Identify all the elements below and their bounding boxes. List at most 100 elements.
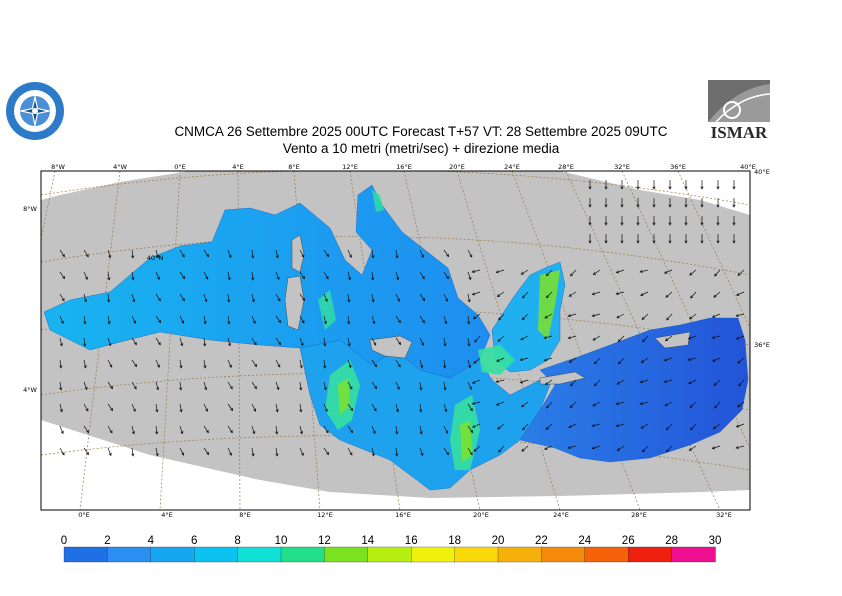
wind-arrow: [155, 293, 161, 302]
wind-arrow: [467, 381, 472, 390]
wind-arrow: [588, 234, 592, 244]
wind-arrow: [107, 271, 111, 281]
wind-arrow: [419, 293, 426, 302]
wind-arrow: [591, 445, 601, 450]
latitude-labels-left: 8°W 40°N 4°W: [23, 205, 163, 394]
colorbar-tick-label: 18: [448, 535, 461, 547]
wind-arrow: [155, 359, 160, 368]
wind-arrow: [668, 234, 672, 244]
wind-arrow: [371, 315, 376, 325]
wind-arrow: [275, 425, 279, 435]
wind-arrow: [131, 425, 135, 435]
wind-arrow: [620, 234, 624, 244]
wind-arrow: [323, 381, 327, 391]
wind-arrow: [620, 180, 624, 190]
colorbar-tick-label: 4: [148, 535, 155, 547]
wind-arrow: [544, 445, 553, 450]
wind-arrow: [179, 337, 184, 347]
wind-arrow: [59, 271, 66, 280]
longitude-label-top: 40°E: [740, 163, 756, 171]
wind-arrow: [668, 198, 672, 208]
wind-arrow: [419, 271, 425, 280]
page-title-line-2: Vento a 10 metri (metri/sec) + direzione…: [282, 141, 560, 156]
wind-arrow: [299, 425, 303, 435]
latitude-label-left: 8°W: [23, 205, 37, 213]
wind-arrow: [419, 315, 425, 324]
wind-arrow: [227, 403, 234, 412]
wind-arrow: [347, 315, 351, 325]
wind-arrow: [684, 216, 688, 226]
wind-arrow: [467, 271, 472, 281]
wind-arrow: [498, 313, 505, 321]
colorbar-tick-label: 22: [535, 535, 548, 547]
wind-arrow: [640, 423, 649, 429]
wind-arrow: [323, 271, 329, 280]
wind-arrow: [83, 337, 87, 347]
wind-arrow: [419, 359, 424, 369]
wind-arrow: [668, 216, 672, 226]
longitude-label-bottom: 28°E: [631, 511, 647, 519]
wind-arrow: [689, 401, 697, 409]
wind-arrow: [521, 313, 529, 321]
wind-arrow: [227, 359, 232, 368]
wind-arrow: [474, 335, 481, 343]
wind-arrow: [713, 291, 721, 298]
wind-arrow: [83, 249, 89, 258]
wind-arrow: [107, 249, 112, 259]
longitude-label-top: 8°W: [51, 163, 65, 171]
wind-arrow: [497, 335, 505, 342]
longitude-label-top: 12°E: [342, 163, 358, 171]
wind-arrow: [641, 313, 649, 320]
wind-arrow: [663, 357, 673, 362]
wind-arrow: [522, 423, 529, 431]
wind-arrow: [227, 249, 232, 259]
wind-arrow: [323, 403, 328, 413]
wind-arrow: [203, 293, 208, 303]
wind-arrow: [735, 445, 745, 449]
wind-arrow: [495, 379, 505, 383]
wind-arrow: [179, 425, 184, 435]
wind-arrow: [700, 216, 704, 226]
wind-arrow: [642, 335, 649, 343]
wind-arrow: [652, 216, 656, 226]
longitude-labels-bottom: 0°E 4°E 8°E 12°E 16°E 20°E 24°E 28°E 32°E: [78, 511, 732, 519]
wind-arrow: [371, 447, 375, 457]
wind-arrow: [663, 269, 673, 274]
wind-arrow: [203, 271, 209, 280]
wind-arrow: [203, 447, 210, 456]
wind-arrow: [471, 269, 481, 273]
wind-arrow: [251, 293, 255, 303]
wind-arrow: [371, 381, 378, 390]
wind-arrow: [59, 447, 65, 456]
wind-arrow: [275, 249, 279, 259]
wind-arrow: [636, 234, 640, 244]
colorbar-swatch: [628, 546, 673, 563]
wind-arrow: [107, 381, 113, 390]
wind-arrow: [652, 234, 656, 244]
wind-arrow: [59, 359, 63, 369]
wind-arrow: [736, 291, 745, 296]
wind-arrow: [203, 249, 209, 258]
colorbar-swatch: [63, 546, 109, 563]
wind-arrow: [395, 425, 399, 435]
wind-arrow: [496, 291, 505, 297]
wind-arrow: [640, 357, 649, 363]
wind-arrow: [107, 425, 113, 434]
wind-arrow: [131, 315, 137, 324]
wind-arrow: [347, 359, 352, 369]
wind-arrow: [323, 293, 328, 303]
wind-arrow: [347, 337, 351, 347]
longitude-label-top: 4°E: [232, 163, 244, 171]
wind-arrow: [179, 381, 183, 391]
wind-arrow: [521, 401, 529, 408]
longitude-label-bottom: 12°E: [317, 511, 333, 519]
wind-arrow: [227, 293, 231, 303]
wind-arrow: [639, 401, 649, 406]
wind-arrow: [737, 401, 745, 408]
wind-forecast-map: 8°W 4°W 0°E 4°E 8°E 12°E 16°E 20°E 24°E 28°E 32°E 3…: [23, 163, 770, 519]
wind-arrow: [544, 379, 553, 386]
wind-arrow: [155, 447, 159, 457]
wind-arrow: [131, 271, 135, 281]
latitude-label-right: 40°E: [754, 168, 770, 176]
wind-arrow: [251, 403, 257, 412]
